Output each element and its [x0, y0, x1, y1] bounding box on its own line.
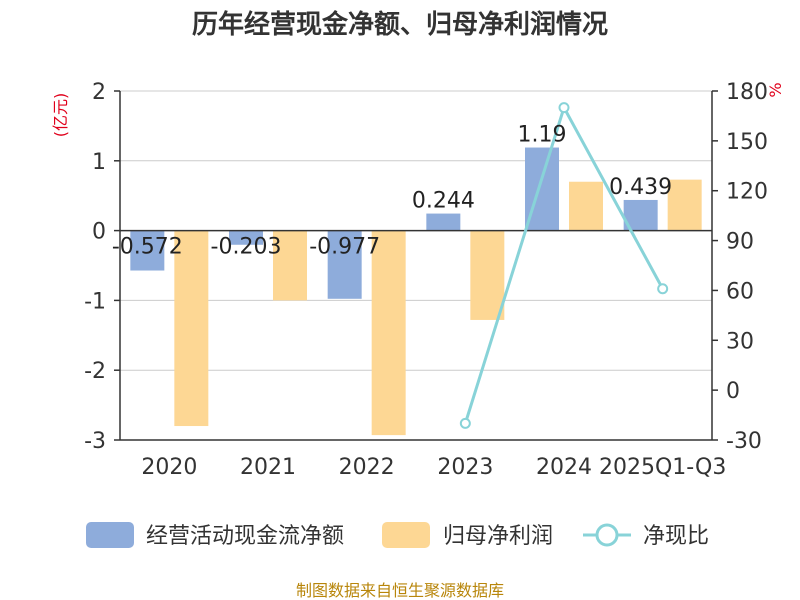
netprofit-bar	[371, 230, 406, 436]
right-tick-label: 0	[726, 379, 740, 404]
legend-swatch-cashflow	[86, 522, 134, 548]
cashflow-value-label: 1.19	[518, 123, 567, 148]
category-label: 2022	[339, 455, 395, 480]
cashflow-bar	[327, 230, 362, 299]
netprofit-bar	[174, 230, 209, 427]
left-tick-label: 0	[92, 220, 106, 245]
ratio-point	[657, 283, 669, 295]
netprofit-bar	[569, 181, 603, 231]
right-tick-label: 90	[726, 230, 754, 255]
netprofit-bar	[273, 230, 307, 301]
axes	[114, 90, 718, 441]
left-tick-label: 1	[92, 150, 106, 175]
chart-title: 历年经营现金净额、归母净利润情况	[192, 9, 608, 40]
ratio-point	[558, 102, 570, 114]
tick-labels: 2 1 0 -1 -2 -3 180 150 120 90 60 30 0 -30 2020 2021 2022…	[84, 80, 768, 480]
right-axis-unit: %	[766, 82, 785, 97]
cashflow-value-label: 0.244	[412, 189, 475, 214]
ratio-line	[459, 102, 669, 429]
right-tick-label: -30	[726, 429, 762, 454]
legend-label-cashflow: 经营活动现金流净额	[146, 524, 344, 549]
legend-label-ratio: 净现比	[643, 524, 709, 549]
category-label: 2025Q1-Q3	[599, 455, 726, 480]
cashflow-bar	[426, 213, 461, 231]
data-labels: -0.572 -0.203 -0.977 0.244 1.19 0.439	[112, 123, 672, 260]
left-tick-label: -1	[84, 289, 106, 314]
cashflow-value-label: -0.977	[309, 235, 380, 260]
cashflow-value-label: -0.572	[112, 235, 183, 260]
cashflow-bar	[130, 230, 165, 271]
ratio-point	[459, 417, 471, 429]
legend: 经营活动现金流净额 归母净利润 净现比	[86, 522, 709, 549]
left-axis-unit: (亿元)	[51, 93, 70, 138]
right-tick-label: 120	[726, 180, 768, 205]
data-source: 制图数据来自恒生聚源数据库	[296, 581, 504, 600]
right-tick-label: 30	[726, 329, 754, 354]
legend-label-netprofit: 归母净利润	[443, 524, 553, 549]
cashflow-value-label: -0.203	[211, 235, 282, 260]
left-tick-label: 2	[92, 80, 106, 105]
category-label: 2024	[536, 455, 592, 480]
category-label: 2023	[437, 455, 493, 480]
legend-marker-ratio	[595, 523, 619, 547]
legend-swatch-netprofit	[382, 522, 430, 548]
right-tick-label: 150	[726, 130, 768, 155]
left-tick-label: -3	[84, 429, 106, 454]
netprofit-bar	[470, 230, 505, 320]
category-label: 2020	[141, 455, 197, 480]
right-tick-label: 180	[726, 80, 768, 105]
right-tick-label: 60	[726, 279, 754, 304]
category-label: 2021	[240, 455, 296, 480]
gridlines	[120, 90, 712, 441]
cashflow-bar	[229, 230, 263, 245]
bars	[130, 147, 702, 436]
netprofit-bar	[667, 179, 702, 231]
cashflow-value-label: 0.439	[609, 175, 672, 200]
left-tick-label: -2	[84, 359, 106, 384]
